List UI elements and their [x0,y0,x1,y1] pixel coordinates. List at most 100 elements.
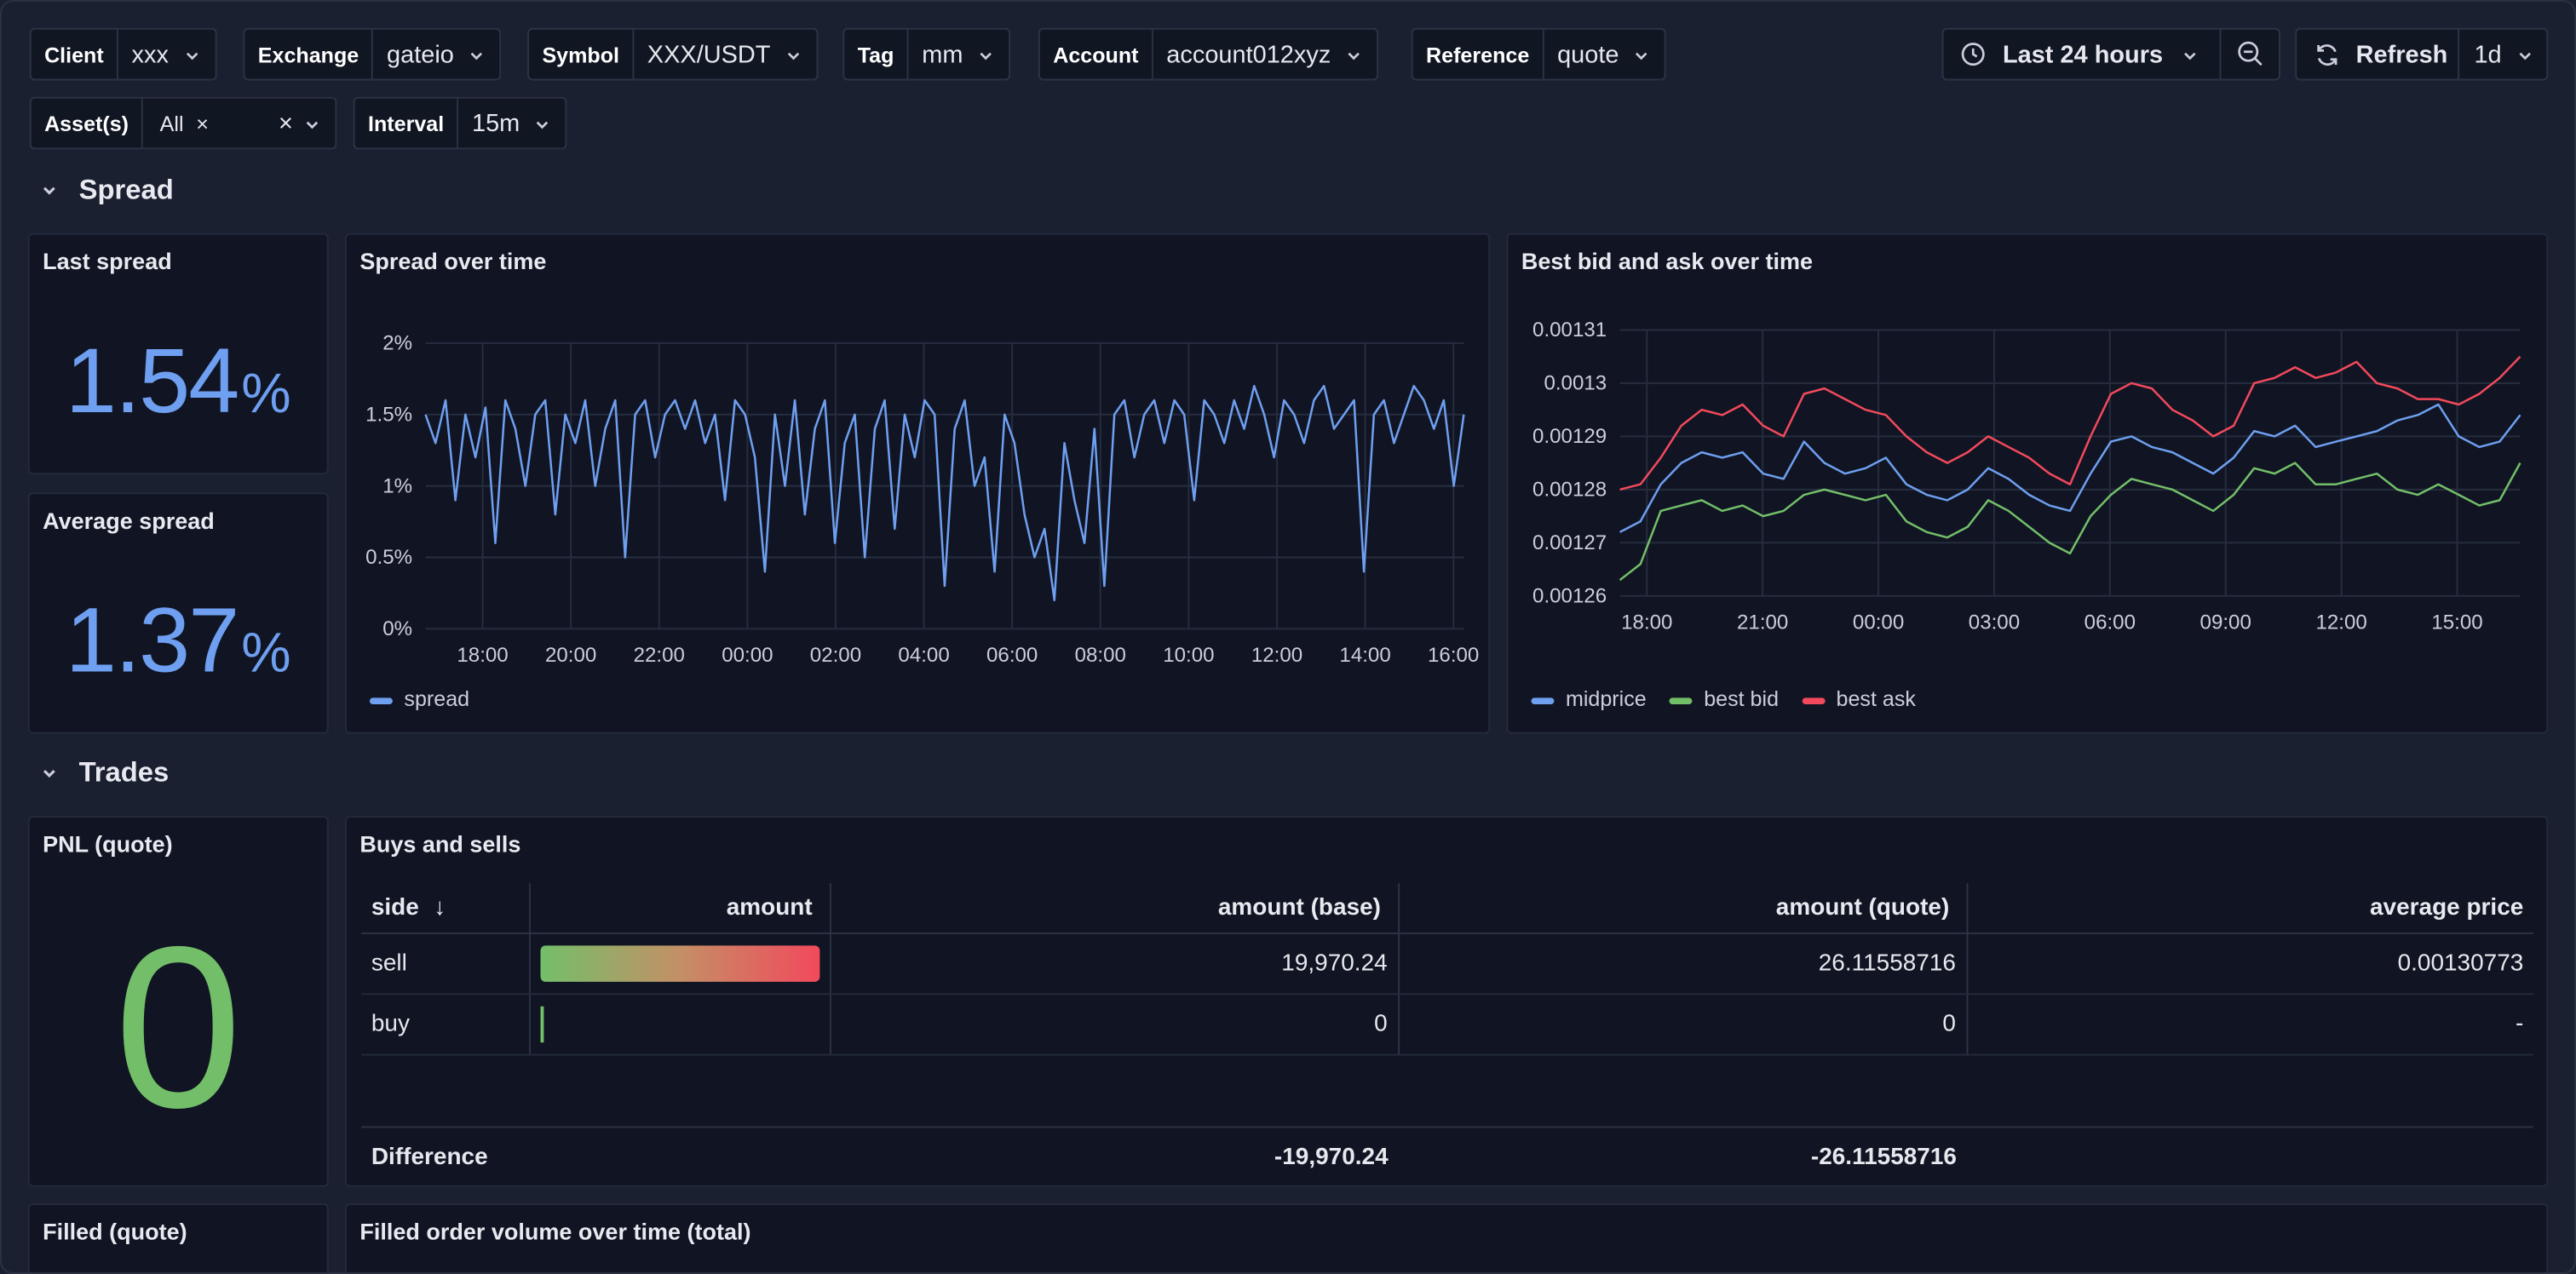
cell-amount-base: 0 [829,993,1400,1055]
reference-label: Reference [1411,27,1544,81]
y-tick-label: 0.00131 [1532,318,1607,341]
tag-variable[interactable]: Tag mm [842,27,1011,81]
reference-value: quote [1557,40,1619,69]
average-spread-value: 1.37% [30,586,327,692]
time-range-picker[interactable]: Last 24 hours [1941,27,2222,81]
column-header-amount-base[interactable]: amount (base) [829,883,1400,933]
footer-amount-base: -19,970.24 [1274,1144,1389,1171]
bid-ask-legend: midprice best bid best ask [1531,686,1916,711]
x-tick-label: 09:00 [2200,611,2251,634]
assets-select[interactable]: All × × [143,96,337,150]
account-select[interactable]: account012xyz [1153,27,1379,81]
account-label: Account [1038,27,1153,81]
client-variable[interactable]: Client xxx [29,27,216,81]
table-spacer [361,1053,2533,1128]
refresh-icon [2313,40,2341,68]
column-header-average-price[interactable]: average price [1966,883,2533,933]
sort-desc-icon: ↓ [434,894,446,921]
reference-select[interactable]: quote [1544,27,1667,81]
buys-sells-table: side ↓ amount amount (base) amount (quot… [361,883,2533,1185]
table-row[interactable]: sell 19,970.24 26.11558716 0.00130773 [361,932,2533,995]
table-footer-row: Difference -19,970.24 -26.11558716 [361,1126,2533,1185]
exchange-variable[interactable]: Exchange gateio [243,27,502,81]
refresh-button[interactable]: Refresh [2295,27,2460,81]
interval-select[interactable]: 15m [458,96,568,150]
legend-label: best bid [1704,686,1780,711]
filled-volume-panel: Filled order volume over time (total) [345,1203,2549,1274]
account-variable[interactable]: Account account012xyz [1038,27,1379,81]
client-select[interactable]: xxx [118,27,216,81]
chevron-down-icon [302,113,322,133]
cell-average-price: 0.00130773 [1966,932,2533,995]
assets-label: Asset(s) [29,96,144,150]
chevron-down-icon [2179,44,2199,64]
series-line-best-bid [1619,462,2521,582]
legend-item-best-ask[interactable]: best ask [1802,686,1916,711]
buys-sells-panel: Buys and sells side ↓ amount amount (bas… [345,816,2549,1187]
table-header-row: side ↓ amount amount (base) amount (quot… [361,883,2533,933]
y-tick-label: 0% [382,617,412,640]
spread-section-header[interactable]: Spread [39,174,174,207]
assets-variable[interactable]: Asset(s) All × × [29,96,337,150]
refresh-interval-picker[interactable]: 1d [2458,27,2549,81]
time-range-label: Last 24 hours [2002,40,2164,69]
y-tick-label: 1% [382,474,412,497]
cell-amount-quote: 26.11558716 [1398,932,1968,995]
last-spread-panel: Last spread 1.54% [27,232,329,475]
assets-chip-label: All [159,111,184,136]
symbol-select[interactable]: XXX/USDT [634,27,819,81]
interval-label: Interval [353,96,459,150]
legend-swatch [1802,697,1826,704]
legend-label: spread [404,686,470,711]
chevron-down-icon [976,44,996,64]
tag-select[interactable]: mm [908,27,1011,81]
table-row[interactable]: buy 0 0 - [361,993,2533,1055]
stat-number: 1.37 [65,588,239,692]
pnl-panel: PNL (quote) 0 [27,816,329,1187]
interval-variable[interactable]: Interval 15m [353,96,568,150]
legend-item-midprice[interactable]: midprice [1531,686,1647,711]
chevron-down-icon [181,44,201,64]
x-tick-label: 03:00 [1969,611,2020,634]
x-tick-label: 16:00 [1428,644,1479,667]
footer-empty [1967,1126,2533,1185]
symbol-variable[interactable]: Symbol XXX/USDT [527,27,819,81]
interval-value: 15m [471,109,520,137]
x-tick-label: 00:00 [722,644,773,667]
chip-remove-icon[interactable]: × [196,111,209,136]
assets-chip: All × [160,111,209,135]
exchange-value: gateio [387,40,454,69]
spread-chart[interactable]: 0% 0.5% 1% 1.5% 2% 18:00 20:00 22:00 00:00 02:00 0… [347,235,1490,734]
stat-unit: % [241,363,291,426]
column-header-side[interactable]: side ↓ [361,883,530,933]
column-header-amount-quote[interactable]: amount (quote) [1398,883,1968,933]
amount-gauge-bar [539,1005,543,1042]
chevron-down-icon [533,113,553,133]
panel-title: Filled (quote) [43,1218,187,1245]
column-header-amount[interactable]: amount [529,883,831,933]
bid-ask-chart[interactable]: 0.00126 0.00127 0.00128 0.00129 0.0013 0.0013… [1508,235,2548,734]
refresh-interval-value: 1d [2474,40,2502,69]
x-tick-label: 10:00 [1163,644,1214,667]
exchange-label: Exchange [243,27,374,81]
symbol-label: Symbol [527,27,635,81]
footer-amount-quote: -26.11558716 [1810,1144,1957,1171]
client-value: xxx [131,40,169,69]
legend-item-best-bid[interactable]: best bid [1669,686,1780,711]
average-spread-panel: Average spread 1.37% [27,492,329,734]
series-line-best-ask [1619,355,2521,491]
clear-icon[interactable]: × [278,109,293,137]
trades-section-header[interactable]: Trades [39,757,169,790]
y-tick-label: 1.5% [365,403,412,426]
spread-section-title: Spread [78,174,174,205]
reference-variable[interactable]: Reference quote [1411,27,1667,81]
bid-ask-panel: Best bid and ask over time 0.00126 0.0012… [1506,232,2549,734]
zoom-out-icon [2235,39,2265,69]
legend-label: best ask [1836,686,1916,711]
cell-side: sell [361,932,530,995]
y-tick-label: 0.00126 [1532,585,1607,608]
legend-item-spread[interactable]: spread [369,686,470,711]
exchange-select[interactable]: gateio [373,27,502,81]
zoom-out-button[interactable] [2219,27,2280,81]
column-label: side [371,894,419,921]
